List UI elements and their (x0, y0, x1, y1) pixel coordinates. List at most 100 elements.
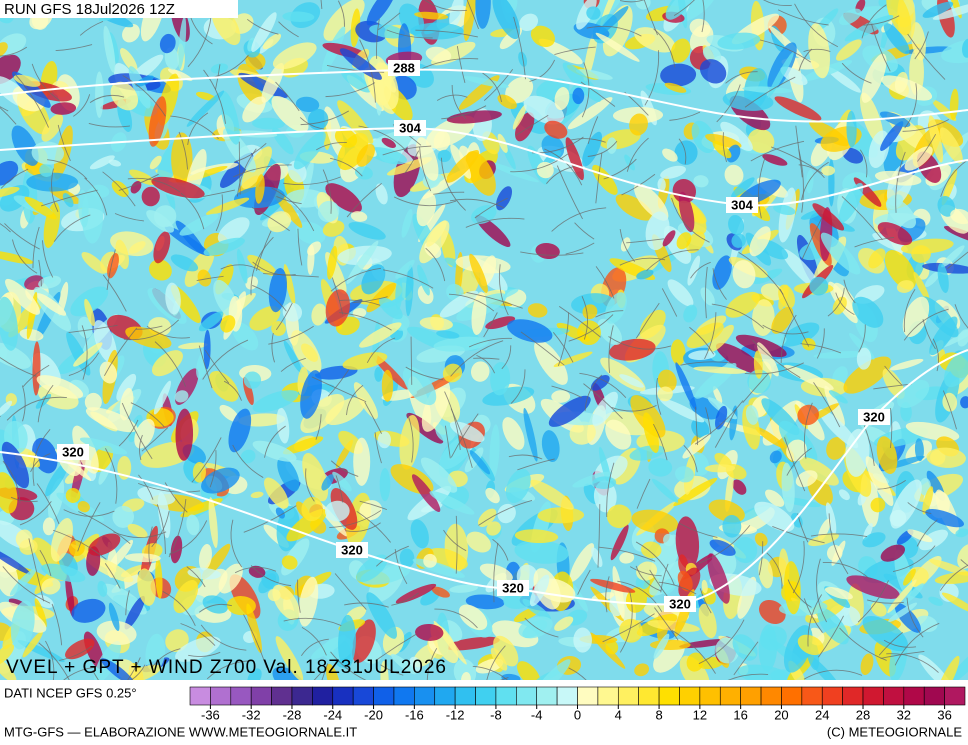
streamline (305, 468, 315, 502)
streamline (316, 142, 347, 151)
streamline (711, 303, 765, 329)
field-blob (110, 81, 139, 111)
streamline (554, 46, 596, 55)
field-blob (275, 636, 304, 680)
field-blob (73, 342, 103, 367)
field-blob (471, 205, 497, 224)
field-blob (846, 575, 900, 599)
contour-label: 320 (863, 409, 885, 424)
streamline (63, 509, 115, 517)
streamline (164, 482, 188, 513)
streamline (608, 325, 614, 373)
streamline (68, 324, 118, 334)
streamline (551, 207, 607, 232)
field-blob (903, 568, 916, 586)
field-blob (77, 316, 93, 339)
streamline (619, 229, 636, 262)
field-blob (737, 664, 791, 680)
field-blob (250, 491, 264, 499)
field-blob (825, 502, 837, 535)
colorbar-swatch (597, 686, 619, 706)
streamline (792, 541, 805, 594)
streamline (917, 133, 937, 162)
field-blob (575, 69, 613, 80)
field-blob (421, 380, 451, 432)
field-blob (742, 86, 793, 94)
field-blob (268, 268, 288, 313)
field-blob (359, 500, 383, 521)
streamline (827, 287, 845, 317)
streamline (299, 117, 325, 130)
streamline (595, 152, 603, 204)
field-blob (65, 638, 95, 660)
field-blob (351, 619, 376, 663)
streamline (206, 660, 253, 680)
contour-label-box (57, 444, 89, 460)
streamline (440, 157, 466, 211)
field-blob (469, 253, 488, 293)
field-blob (157, 491, 171, 539)
streamline (690, 261, 711, 279)
streamline (38, 259, 42, 287)
field-blob (321, 474, 334, 491)
streamline (871, 23, 891, 72)
contour-label-box (664, 596, 696, 612)
streamline (255, 230, 272, 271)
streamline (482, 72, 502, 103)
field-blob (374, 366, 383, 382)
field-blob (537, 507, 585, 524)
field-blob (667, 279, 694, 307)
field-blob (583, 29, 598, 82)
field-blob (111, 180, 129, 198)
streamline (271, 187, 315, 232)
field-blob (236, 249, 248, 284)
field-blob (712, 140, 732, 159)
field-blob (148, 96, 167, 147)
field-blob (534, 340, 568, 385)
field-blob (338, 614, 356, 669)
field-blob (922, 486, 934, 515)
field-blob (660, 165, 686, 179)
field-blob (489, 424, 500, 479)
streamline (433, 191, 465, 195)
field-blob (924, 270, 941, 288)
field-blob (870, 601, 887, 617)
field-blob (149, 155, 162, 170)
contour-label-box (388, 60, 420, 76)
footer-right: (C) METEOGIORNALE (827, 724, 962, 739)
field-blob (842, 147, 864, 164)
field-blob (880, 121, 904, 151)
field-blob (381, 137, 396, 148)
streamline (456, 45, 466, 83)
field-blob (944, 351, 968, 388)
field-blob (0, 545, 31, 575)
streamline (63, 666, 95, 680)
field-blob (597, 318, 623, 345)
field-blob (62, 193, 74, 208)
streamline (617, 580, 663, 612)
field-blob (485, 316, 516, 330)
streamline (329, 510, 382, 529)
streamline (939, 564, 968, 591)
field-blob (84, 298, 95, 327)
field-blob (153, 231, 171, 264)
field-blob (732, 260, 756, 289)
field-blob (660, 398, 705, 423)
streamline (127, 177, 181, 193)
streamline (759, 39, 811, 63)
field-blob (366, 282, 396, 313)
streamline (382, 269, 434, 289)
streamline (635, 302, 660, 339)
streamline (803, 669, 863, 680)
field-blob (247, 254, 278, 277)
field-blob (572, 471, 613, 488)
streamline (859, 149, 868, 178)
colorbar-swatch (291, 686, 313, 706)
field-blob (926, 447, 966, 468)
streamline (13, 72, 49, 128)
streamline (104, 448, 118, 504)
field-blob (731, 177, 755, 198)
field-blob (420, 457, 458, 493)
field-blob (523, 408, 538, 462)
field-blob (752, 299, 775, 337)
